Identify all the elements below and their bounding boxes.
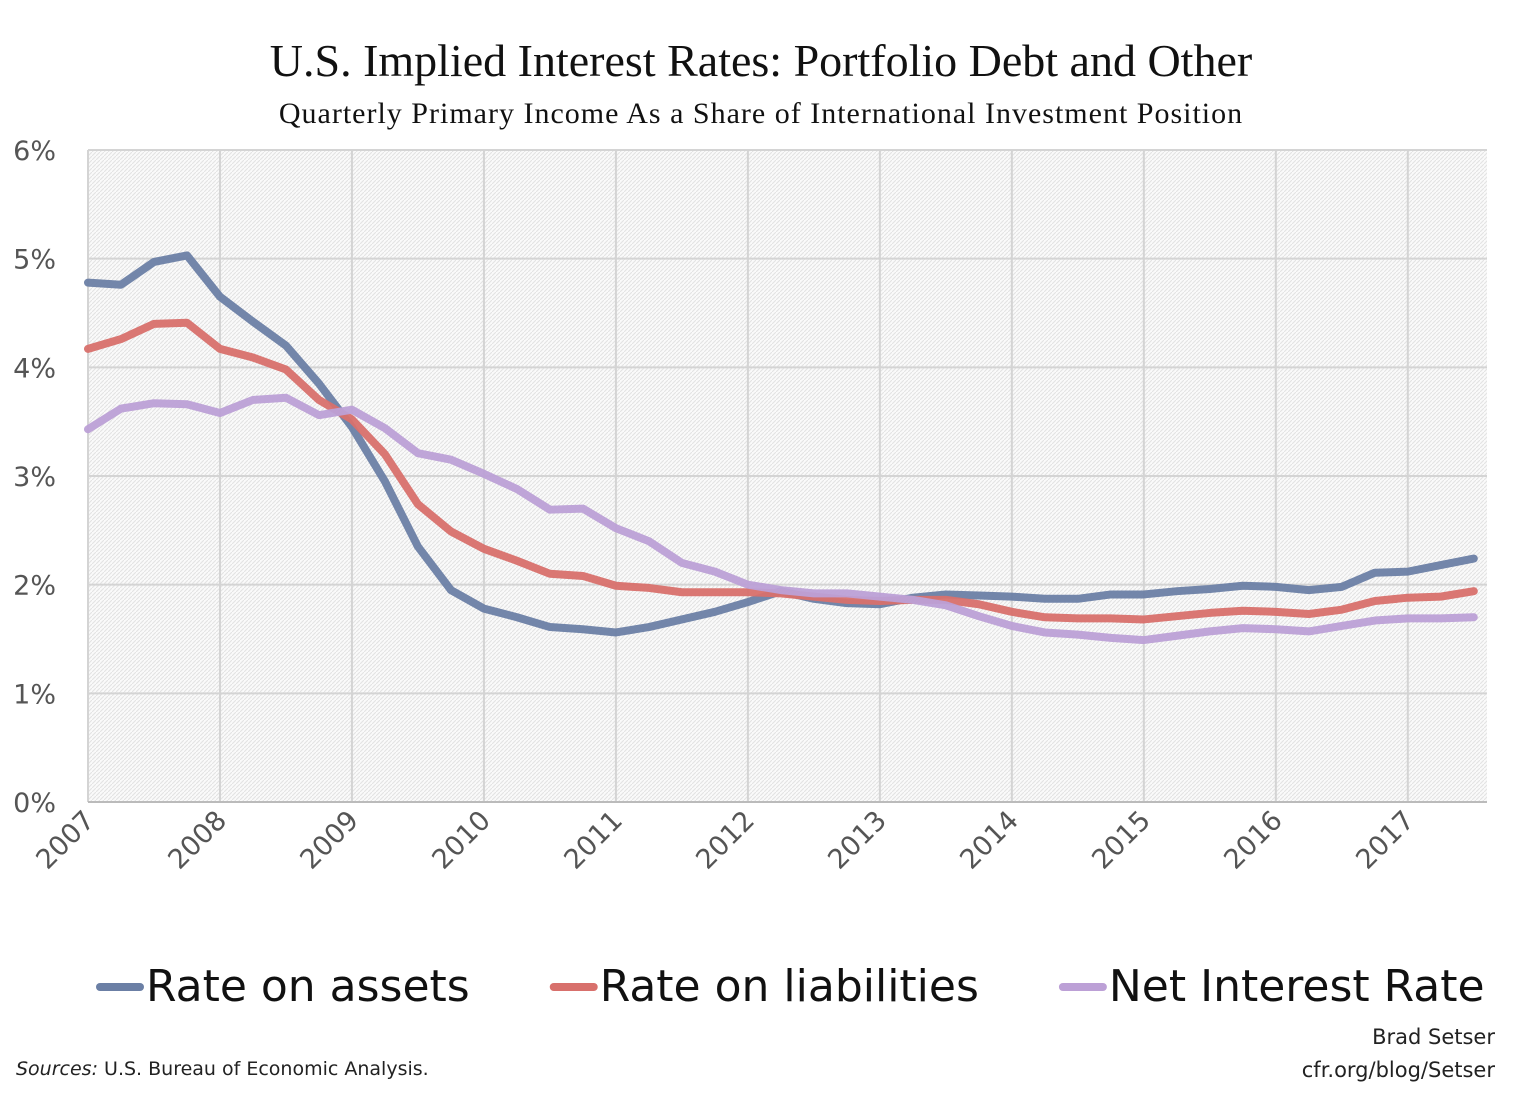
y-tick-label: 1% (13, 679, 56, 710)
x-tick-label: 2011 (558, 805, 629, 876)
x-tick-label: 2009 (294, 805, 365, 876)
url: cfr.org/blog/Setser (1302, 1058, 1496, 1082)
x-tick-label: 2016 (1218, 805, 1289, 876)
author: Brad Setser (1372, 1025, 1495, 1049)
y-tick-label: 6% (13, 136, 56, 167)
y-tick-label: 4% (13, 353, 56, 384)
x-tick-label: 2014 (954, 805, 1025, 876)
legend-label: Net Interest Rate (1109, 961, 1485, 1012)
chart-subtitle: Quarterly Primary Income As a Share of I… (279, 97, 1243, 130)
y-tick-label: 5% (13, 245, 56, 276)
x-tick-label: 2012 (690, 805, 761, 876)
x-tick-label: 2015 (1086, 805, 1157, 876)
x-tick-label: 2017 (1350, 805, 1421, 876)
y-tick-label: 2% (13, 571, 56, 602)
sources-label: Sources: (16, 1058, 98, 1080)
data-line (84, 393, 1478, 645)
y-tick-label: 3% (13, 462, 56, 493)
x-tick-label: 2010 (426, 805, 497, 876)
legend-label: Rate on liabilities (600, 961, 979, 1012)
x-tick-label: 2008 (162, 805, 233, 876)
x-tick-label: 2013 (822, 805, 893, 876)
y-tick-label: 0% (13, 788, 56, 819)
sources-text: U.S. Bureau of Economic Analysis. (104, 1058, 429, 1080)
sources: Sources: U.S. Bureau of Economic Analysi… (16, 1058, 429, 1080)
chart-title: U.S. Implied Interest Rates: Portfolio D… (270, 35, 1252, 86)
legend-label: Rate on assets (146, 961, 470, 1012)
